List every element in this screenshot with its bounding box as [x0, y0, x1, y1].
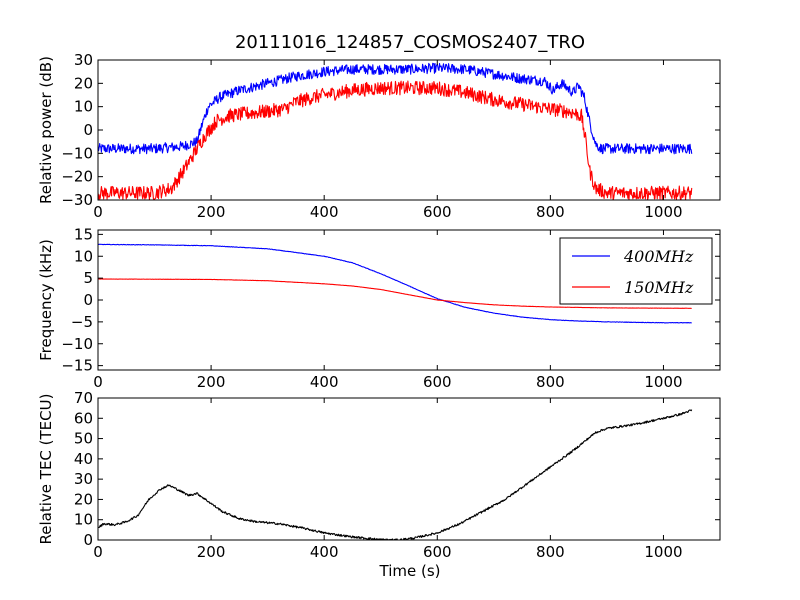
- y-tick-label: 10: [74, 98, 93, 116]
- y-tick-label: −30: [61, 191, 93, 209]
- x-tick-label: 200: [197, 203, 226, 221]
- series-group: [98, 409, 693, 540]
- y-axis-label: Frequency (kHz): [37, 239, 55, 361]
- y-tick-label: 0: [83, 531, 93, 549]
- y-tick-label: −20: [61, 168, 93, 186]
- series-group: [98, 62, 693, 200]
- panel-1: 0 200 400 600 800 1000 −30 −20 −10 0 10 20 30 Relativ…: [37, 51, 721, 221]
- x-tick-label: 200: [197, 373, 226, 391]
- axes-frame: [97, 397, 721, 541]
- x-tick-label: 400: [310, 373, 339, 391]
- x-axis-label: Time (s): [379, 562, 441, 580]
- y-tick-label: 40: [74, 450, 93, 468]
- axes-frame: [97, 59, 721, 201]
- x-tick-label: 800: [536, 203, 565, 221]
- y-tick-label: 10: [74, 247, 93, 265]
- y-tick-label: 0: [83, 121, 93, 139]
- series-line-2: [98, 80, 693, 200]
- x-tick-label: 0: [93, 203, 103, 221]
- y-tick-label: 10: [74, 511, 93, 529]
- y-tick-label: 5: [83, 269, 93, 287]
- series-line-1: [98, 62, 693, 155]
- series-line-1: [98, 243, 692, 324]
- x-tick-label: 1000: [644, 203, 682, 221]
- y-tick-label: 30: [74, 51, 93, 69]
- y-tick-label: 20: [74, 490, 93, 508]
- y-tick-label: −15: [61, 357, 93, 375]
- x-tick-label: 0: [93, 373, 103, 391]
- x-tick-label: 1000: [644, 373, 682, 391]
- x-tick-label: 800: [536, 373, 565, 391]
- y-tick-label: 15: [74, 225, 93, 243]
- y-tick-label: 30: [74, 470, 93, 488]
- panels: 0 200 400 600 800 1000−30−20−100102030Relativ…: [37, 51, 721, 561]
- series-group: [98, 243, 692, 324]
- x-tick-label: 600: [423, 543, 452, 561]
- y-axis-label: Relative power (dB): [37, 56, 55, 204]
- x-tick-label: 800: [536, 543, 565, 561]
- x-tick-label: 400: [310, 203, 339, 221]
- legend-label: 400MHz: [623, 247, 694, 266]
- y-axis-label: Relative TEC (TECU): [37, 394, 55, 545]
- y-tick-label: −5: [71, 313, 93, 331]
- y-tick-label: 50: [74, 430, 93, 448]
- y-tick-label: 0: [83, 291, 93, 309]
- x-tick-label: 600: [423, 373, 452, 391]
- x-tick-label: 200: [197, 543, 226, 561]
- y-tick-label: −10: [61, 335, 93, 353]
- series-line-2: [98, 278, 692, 309]
- legend-label: 150MHz: [624, 278, 694, 297]
- x-tick-label: 1000: [644, 543, 682, 561]
- panel-2: 0 200 400 600 800 1000 −15 −10 −5 0 5 10 15 Frequency…: [37, 225, 721, 391]
- y-tick-label: 60: [74, 409, 93, 427]
- x-tick-label: 400: [310, 543, 339, 561]
- x-tick-label: 0: [93, 543, 103, 561]
- legend: 400MHz 150MHz: [559, 237, 713, 305]
- legend-box: [559, 237, 713, 305]
- series-line-1: [98, 409, 693, 540]
- x-tick-label: 600: [423, 203, 452, 221]
- y-tick-label: −10: [61, 144, 93, 162]
- y-tick-label: 20: [74, 74, 93, 92]
- panel-3: 0 200 400 600 800 1000010203040506070Relative…: [37, 389, 721, 561]
- y-tick-label: 70: [74, 389, 93, 407]
- chart-title: 20111016_124857_COSMOS2407_TRO: [235, 32, 585, 53]
